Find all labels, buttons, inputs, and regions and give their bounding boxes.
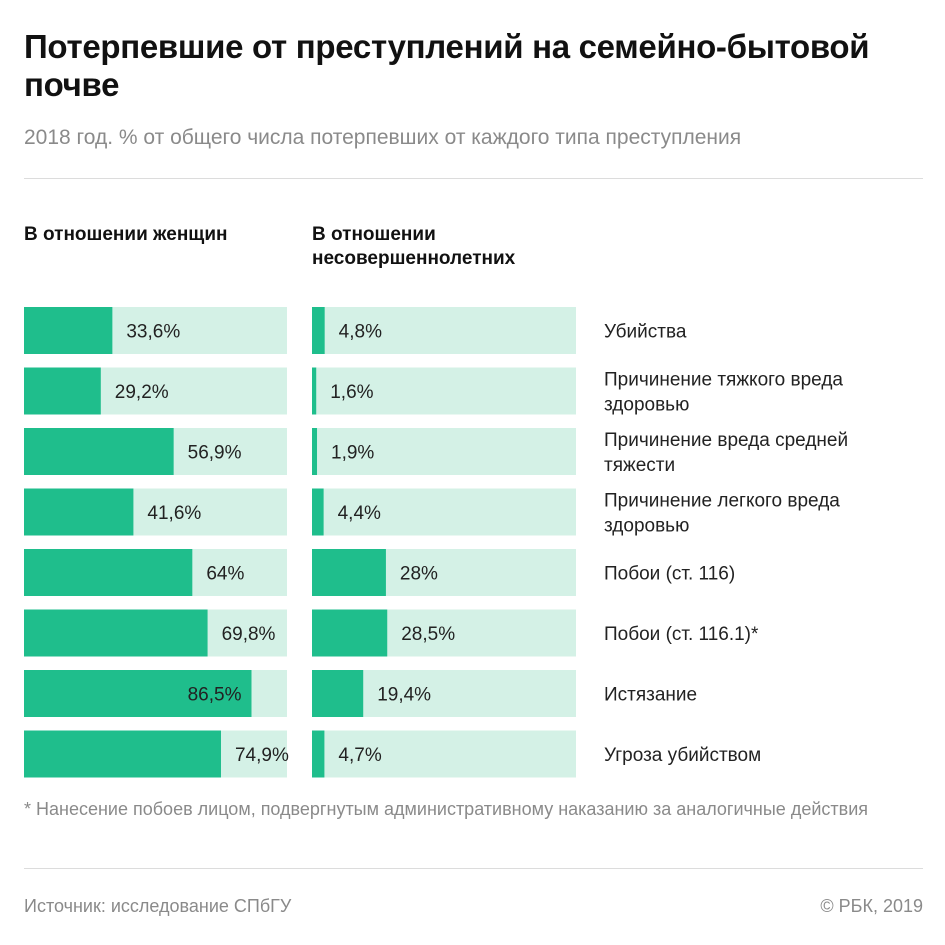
category-label: Истязание: [604, 685, 697, 706]
data-label: 4,7%: [338, 745, 381, 766]
data-label: 41,6%: [147, 503, 201, 524]
bar: [24, 549, 193, 596]
category-label: Причинение легкого вреда здоровью: [604, 491, 840, 537]
bar: [24, 488, 134, 536]
data-label: 74,9%: [235, 745, 289, 766]
data-label: 28%: [400, 564, 438, 585]
bar: [312, 367, 317, 415]
category-label: Угроза убийством: [604, 745, 761, 766]
data-label: 1,6%: [330, 382, 373, 403]
bar: [312, 549, 386, 596]
category-label: Причинение тяжкого вреда здоровью: [604, 370, 843, 416]
data-label: 4,4%: [338, 503, 381, 524]
chart-subtitle: 2018 год. % от общего числа потерпевших …: [24, 126, 742, 149]
top-divider: [24, 178, 923, 179]
bar: [312, 670, 364, 717]
category-label: Убийства: [604, 322, 687, 343]
bar-track: [312, 367, 576, 415]
data-label: 28,5%: [401, 624, 455, 645]
footnote: * Нанесение побоев лицом, подвергнутым а…: [24, 799, 868, 819]
bar: [312, 307, 325, 354]
bar-track: [312, 730, 576, 778]
column-header-women: В отношении женщин: [24, 224, 228, 245]
chart-title: Потерпевшие от преступлений на семейно-б…: [24, 28, 870, 103]
bar: [312, 488, 324, 536]
data-label: 86,5%: [188, 685, 242, 706]
data-label: 56,9%: [188, 443, 242, 464]
category-label: Побои (ст. 116): [604, 564, 735, 585]
copyright-text: © РБК, 2019: [820, 896, 923, 916]
bar: [24, 609, 208, 657]
bar: [312, 730, 325, 778]
bar: [24, 307, 113, 354]
bar-track: [312, 488, 576, 536]
bottom-divider: [24, 868, 923, 869]
column-header-minors: В отношении несовершеннолетних: [312, 224, 516, 269]
data-label: 33,6%: [126, 322, 180, 343]
source-text: Источник: исследование СПбГУ: [24, 896, 292, 916]
bar-track: [312, 428, 576, 475]
bar: [24, 730, 221, 778]
bar: [24, 367, 101, 415]
bar: [312, 428, 318, 475]
bar: [24, 670, 252, 717]
data-label: 29,2%: [115, 382, 169, 403]
data-label: 19,4%: [377, 685, 431, 706]
bar: [24, 428, 174, 475]
category-label: Побои (ст. 116.1)*: [604, 624, 759, 645]
data-label: 4,8%: [339, 322, 382, 343]
data-label: 1,9%: [331, 443, 374, 464]
bar: [312, 609, 388, 657]
category-label: Причинение вреда средней тяжести: [604, 430, 848, 476]
data-label: 64%: [206, 564, 244, 585]
bar-track: [312, 307, 576, 354]
data-label: 69,8%: [222, 624, 276, 645]
